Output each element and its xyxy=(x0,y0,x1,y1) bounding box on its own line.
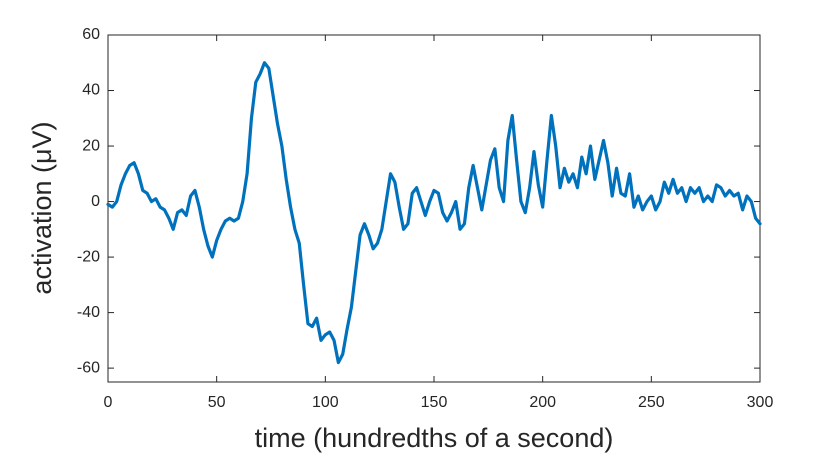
x-tick-label: 300 xyxy=(747,394,774,411)
y-tick-label: -60 xyxy=(77,359,100,376)
x-tick-label: 150 xyxy=(421,394,448,411)
x-tick-label: 250 xyxy=(638,394,665,411)
x-tick-label: 50 xyxy=(208,394,226,411)
x-tick-label: 100 xyxy=(312,394,339,411)
x-tick-label: 0 xyxy=(104,394,113,411)
data-line xyxy=(106,61,762,365)
y-tick-label: 20 xyxy=(82,137,100,154)
y-tick-label: 60 xyxy=(82,26,100,43)
y-tick-label: -20 xyxy=(77,248,100,265)
y-tick-label: -40 xyxy=(77,304,100,321)
axes-box xyxy=(107,34,761,383)
y-tick-label: 40 xyxy=(82,82,100,99)
x-tick-label: 200 xyxy=(529,394,556,411)
y-tick-label: 0 xyxy=(91,193,100,210)
x-axis-label: time (hundredths of a second) xyxy=(255,423,614,453)
y-axis-label: activation (μV) xyxy=(27,121,57,294)
